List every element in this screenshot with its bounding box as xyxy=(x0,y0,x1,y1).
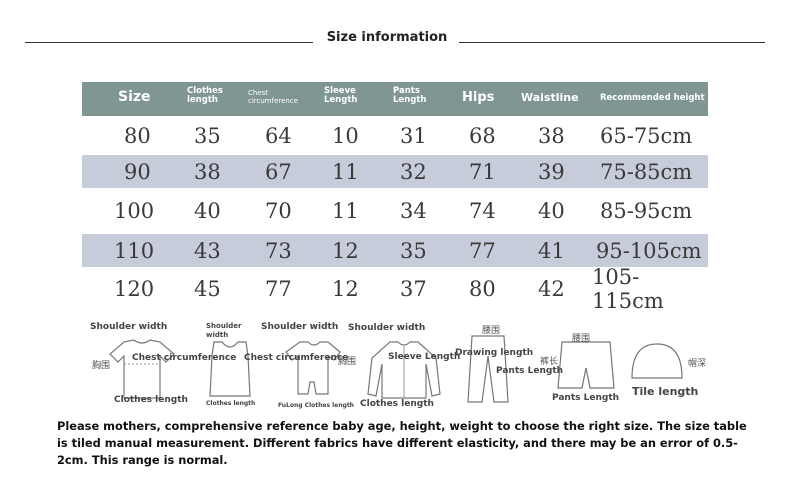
vest-shoulder-label: Shoulder width xyxy=(206,322,242,339)
title-divider-left xyxy=(25,42,313,43)
cell-clothes-length: 40 xyxy=(194,199,221,223)
title-divider-right xyxy=(459,42,765,43)
shorts-waist-cn-label: 腰围 xyxy=(572,334,591,344)
cell-size: 100 xyxy=(114,199,155,223)
cell-recommended-height: 65-75cm xyxy=(600,123,693,148)
table-row: 80 35 64 10 31 68 38 65-75cm xyxy=(82,116,708,155)
cell-clothes-length: 35 xyxy=(194,123,221,148)
pants-waist-cn-label: 腰围 xyxy=(482,326,501,336)
romper-shoulder-label: Shoulder width xyxy=(261,322,339,332)
shorts-side-cn-label: 裤长 xyxy=(540,357,559,367)
cell-pants: 37 xyxy=(400,277,427,301)
cell-clothes-length: 38 xyxy=(194,159,221,184)
header-waistline: Waistline xyxy=(521,91,579,104)
cell-hips: 71 xyxy=(469,159,496,184)
measurement-illustrations: Shoulder width 胸围 Chest circumference Cl… xyxy=(82,318,722,413)
vest-length-label: Clothes length xyxy=(206,400,256,407)
header-hips: Hips xyxy=(462,90,495,105)
cell-waistline: 38 xyxy=(538,123,565,148)
cell-waistline: 41 xyxy=(538,238,565,263)
cell-size: 80 xyxy=(124,123,151,148)
cell-hips: 74 xyxy=(469,199,496,223)
header-sleeve-length: Sleeve Length xyxy=(324,86,358,106)
pants-length-label: Pants Length xyxy=(496,366,564,376)
cell-chest: 64 xyxy=(265,123,292,148)
page-title: Size information xyxy=(326,30,448,45)
cell-clothes-length: 43 xyxy=(194,238,221,263)
cell-sleeve: 12 xyxy=(332,277,359,301)
size-note: Please mothers, comprehensive reference … xyxy=(57,419,747,467)
cell-size: 110 xyxy=(114,238,155,263)
pants-icon xyxy=(467,335,509,403)
header-recommended-height: Recommended height xyxy=(600,93,705,103)
cell-sleeve: 11 xyxy=(332,159,359,184)
cell-chest: 77 xyxy=(265,277,292,301)
cell-chest: 67 xyxy=(265,159,292,184)
hat-depth-cn-label: 帽深 xyxy=(688,359,707,369)
shorts-length-label: Pants Length xyxy=(552,393,620,403)
header-clothes-length: Clothes length xyxy=(187,86,223,106)
jacket-chest-cn-label: 胸围 xyxy=(338,357,357,367)
cell-waistline: 40 xyxy=(538,199,565,223)
cell-chest: 73 xyxy=(265,238,292,263)
jacket-length-label: Clothes length xyxy=(360,399,434,409)
hat-tile-label: Tile length xyxy=(632,385,699,398)
cell-chest: 70 xyxy=(265,199,292,223)
cell-recommended-height: 105-115cm xyxy=(592,265,664,313)
table-header: Size Clothes length Chest circumference … xyxy=(82,82,708,116)
header-size: Size xyxy=(118,89,151,105)
table-row: 120 45 77 12 37 80 42 105-115cm xyxy=(82,265,708,313)
romper-chest-label: Chest circumference xyxy=(244,353,349,363)
pants-drawing-label: Drawing length xyxy=(455,348,534,358)
table-row: 100 40 70 11 34 74 40 85-95cm xyxy=(82,188,708,234)
jacket-sleeve-label: Sleeve Length xyxy=(388,352,461,362)
size-table: Size Clothes length Chest circumference … xyxy=(82,82,708,313)
tshirt-length-label: Clothes length xyxy=(114,395,188,405)
hat-icon xyxy=(631,343,683,379)
cell-pants: 32 xyxy=(400,159,427,184)
cell-pants: 34 xyxy=(400,199,427,223)
cell-sleeve: 11 xyxy=(332,199,359,223)
cell-recommended-height: 75-85cm xyxy=(600,159,693,184)
cell-waistline: 42 xyxy=(538,277,565,301)
cell-waistline: 39 xyxy=(538,159,565,184)
tshirt-chest-cn-label: 胸围 xyxy=(92,361,111,371)
jacket-shoulder-label: Shoulder width xyxy=(348,323,426,333)
vest-icon xyxy=(209,341,251,397)
cell-recommended-height: 95-105cm xyxy=(596,238,702,263)
cell-hips: 77 xyxy=(469,238,496,263)
tshirt-icon xyxy=(109,339,175,399)
cell-pants: 35 xyxy=(400,238,427,263)
jacket-icon xyxy=(367,341,441,399)
section-title: Size information xyxy=(0,28,790,52)
romper-length-label: FuLong Clothes length xyxy=(278,402,354,409)
cell-clothes-length: 45 xyxy=(194,277,221,301)
cell-recommended-height: 85-95cm xyxy=(600,199,693,223)
shorts-icon xyxy=(557,341,615,389)
romper-icon xyxy=(285,341,341,395)
tshirt-chest-label: Chest circumference xyxy=(132,353,237,363)
cell-size: 90 xyxy=(124,159,151,184)
cell-hips: 68 xyxy=(469,123,496,148)
cell-sleeve: 10 xyxy=(332,123,359,148)
header-chest-circumference: Chest circumference xyxy=(248,89,299,105)
table-row: 90 38 67 11 32 71 39 75-85cm xyxy=(82,155,708,188)
tshirt-shoulder-label: Shoulder width xyxy=(90,322,168,332)
cell-sleeve: 12 xyxy=(332,238,359,263)
cell-hips: 80 xyxy=(469,277,496,301)
table-row: 110 43 73 12 35 77 41 95-105cm xyxy=(82,234,708,267)
cell-size: 120 xyxy=(114,277,155,301)
cell-pants: 31 xyxy=(400,123,427,148)
header-pants-length: Pants Length xyxy=(393,86,427,106)
